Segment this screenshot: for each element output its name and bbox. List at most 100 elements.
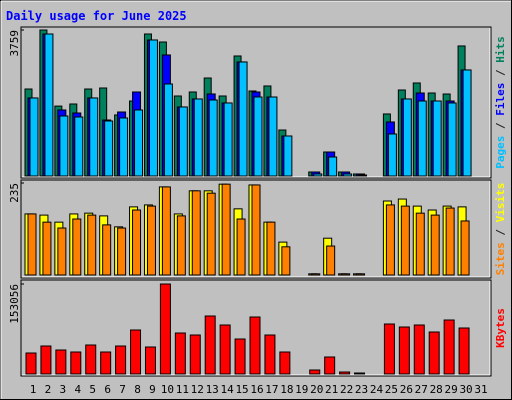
bar — [417, 100, 427, 177]
legend-entry: Pages — [494, 136, 507, 169]
bar — [343, 173, 353, 177]
bar — [70, 351, 82, 375]
bar — [400, 205, 410, 276]
x-tick-label: 11 — [176, 383, 189, 396]
bar — [387, 133, 397, 177]
bar — [311, 273, 321, 276]
bar — [281, 246, 291, 276]
bar — [89, 97, 99, 177]
bar — [253, 96, 263, 177]
bar — [27, 213, 37, 276]
x-tick-label: 20 — [310, 383, 323, 396]
bar — [161, 186, 171, 276]
bar — [462, 69, 472, 177]
bar — [208, 99, 218, 177]
x-tick-label: 19 — [295, 383, 308, 396]
legend-entry: Sites — [494, 242, 507, 275]
x-tick-label: 13 — [206, 383, 219, 396]
x-tick-label: 6 — [104, 383, 111, 396]
bar — [132, 209, 142, 276]
bar — [447, 102, 457, 177]
bar — [324, 356, 336, 375]
bar — [178, 106, 188, 177]
bar — [74, 116, 84, 177]
bar — [148, 39, 158, 177]
bar — [85, 344, 97, 375]
bar — [266, 221, 276, 276]
bar — [191, 190, 201, 276]
bar — [339, 371, 351, 375]
bar — [283, 135, 293, 177]
x-tick-label: 21 — [325, 383, 338, 396]
x-tick-label: 17 — [265, 383, 278, 396]
bar — [146, 205, 156, 276]
bar — [443, 319, 455, 375]
bar — [204, 315, 216, 375]
bar — [189, 334, 201, 375]
bar — [100, 351, 112, 375]
bar — [458, 327, 470, 375]
bar — [268, 96, 278, 177]
bar — [251, 184, 261, 276]
bar — [223, 102, 233, 177]
x-tick-label: 22 — [340, 383, 353, 396]
y-tick-label: 235 — [8, 183, 21, 203]
bar — [460, 220, 470, 276]
bar — [55, 349, 67, 375]
bar — [341, 273, 351, 276]
bar — [313, 173, 323, 177]
x-tick-label: 26 — [400, 383, 413, 396]
bar — [87, 214, 97, 276]
x-tick-label: 24 — [370, 383, 384, 396]
bar — [326, 245, 336, 276]
legend-separator: / — [494, 116, 507, 136]
x-tick-label: 30 — [459, 383, 472, 396]
bar — [238, 61, 248, 177]
bar — [29, 97, 39, 177]
bar — [25, 352, 37, 375]
x-tick-label: 29 — [445, 383, 458, 396]
bar — [413, 324, 425, 375]
bar — [115, 345, 127, 375]
bar — [159, 283, 171, 375]
bar — [430, 214, 440, 276]
bar — [236, 218, 246, 276]
bar — [57, 227, 67, 276]
y-tick-label: 153056 — [8, 284, 21, 324]
chart-title: Daily usage for June 2025 — [6, 9, 187, 23]
bar — [221, 183, 231, 276]
bar — [428, 331, 440, 375]
bar — [415, 212, 425, 276]
bar — [130, 329, 142, 375]
bar — [42, 221, 52, 276]
x-tick-label: 27 — [415, 383, 428, 396]
x-tick-label: 14 — [221, 383, 235, 396]
x-tick-label: 25 — [385, 383, 398, 396]
x-tick-label: 3 — [60, 383, 67, 396]
bar — [398, 326, 410, 375]
x-tick-label: 5 — [89, 383, 96, 396]
legend: Sites / Visits — [494, 183, 507, 276]
x-tick-label: 10 — [161, 383, 174, 396]
x-tick-label: 4 — [74, 383, 81, 396]
bar — [383, 323, 395, 375]
bar — [309, 369, 321, 375]
legend-entry: KBytes — [494, 308, 507, 348]
bar — [402, 98, 412, 177]
x-tick-label: 28 — [430, 383, 443, 396]
bar — [358, 174, 368, 177]
x-tick-label: 2 — [45, 383, 52, 396]
bar — [356, 273, 366, 276]
y-tick-label: 3759 — [8, 30, 21, 57]
bar — [176, 215, 186, 276]
x-tick-label: 16 — [250, 383, 263, 396]
bar — [59, 115, 69, 177]
bar — [193, 98, 203, 177]
bar — [44, 33, 54, 177]
bar — [163, 83, 173, 177]
x-tick-label: 18 — [280, 383, 293, 396]
bar — [328, 156, 338, 177]
bar — [354, 372, 366, 375]
bar — [104, 120, 114, 177]
